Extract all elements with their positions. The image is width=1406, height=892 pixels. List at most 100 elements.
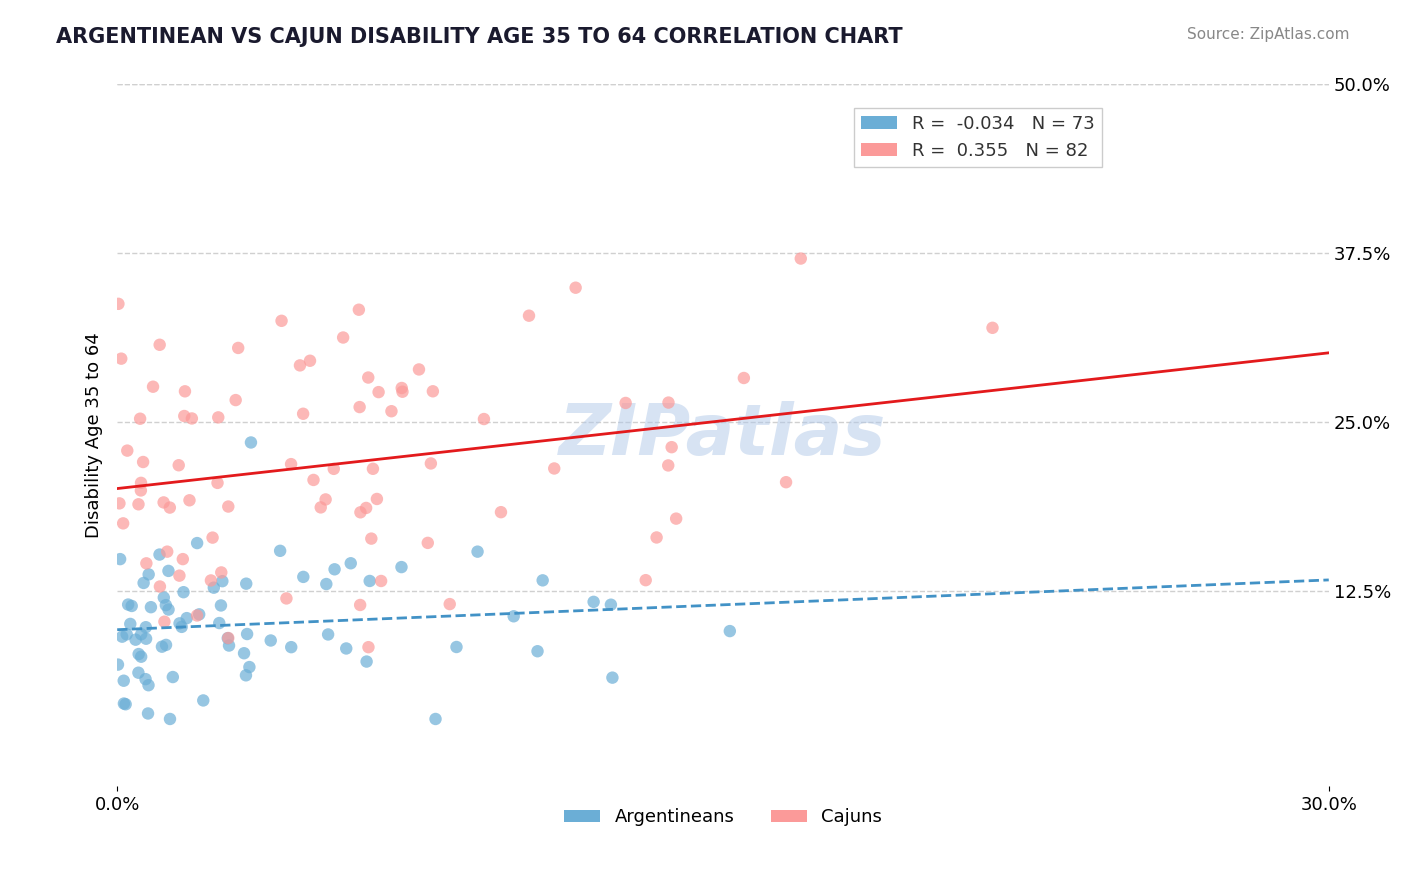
Cajuns xyxy=(349,505,371,519)
Cajuns xyxy=(200,574,222,588)
Argentineans xyxy=(202,581,225,595)
Argentineans xyxy=(335,641,357,656)
Cajuns xyxy=(173,409,195,423)
Cajuns xyxy=(207,475,229,490)
Cajuns xyxy=(129,475,152,490)
Argentineans xyxy=(150,640,173,654)
Cajuns xyxy=(302,473,325,487)
Cajuns xyxy=(391,384,413,399)
Cajuns xyxy=(357,370,380,384)
Argentineans xyxy=(315,577,337,591)
Cajuns xyxy=(149,338,172,352)
Cajuns xyxy=(292,407,315,421)
Argentineans xyxy=(269,544,291,558)
Argentineans xyxy=(170,620,193,634)
Cajuns xyxy=(298,353,321,368)
Argentineans xyxy=(526,644,548,658)
Argentineans xyxy=(176,611,198,625)
Text: Source: ZipAtlas.com: Source: ZipAtlas.com xyxy=(1187,27,1350,42)
Cajuns xyxy=(280,457,302,471)
Cajuns xyxy=(201,531,224,545)
Argentineans xyxy=(120,616,142,631)
Cajuns xyxy=(174,384,197,399)
Argentineans xyxy=(602,671,624,685)
Cajuns xyxy=(117,443,139,458)
Argentineans xyxy=(211,574,233,589)
Argentineans xyxy=(155,598,177,612)
Argentineans xyxy=(169,616,191,631)
Argentineans xyxy=(316,627,339,641)
Argentineans xyxy=(111,630,134,644)
Cajuns xyxy=(634,573,657,587)
Argentineans xyxy=(599,598,621,612)
Cajuns xyxy=(276,591,298,606)
Cajuns xyxy=(657,458,679,473)
Argentineans xyxy=(129,627,152,641)
Cajuns xyxy=(349,598,371,612)
Cajuns xyxy=(129,411,152,425)
Argentineans xyxy=(138,567,160,582)
Cajuns xyxy=(217,500,239,514)
Argentineans xyxy=(582,595,605,609)
Cajuns xyxy=(416,536,439,550)
Argentineans xyxy=(260,633,283,648)
Cajuns xyxy=(288,359,311,373)
Argentineans xyxy=(117,598,139,612)
Cajuns xyxy=(132,455,155,469)
Argentineans xyxy=(356,655,378,669)
Argentineans xyxy=(425,712,447,726)
Cajuns xyxy=(112,516,135,531)
Argentineans xyxy=(139,600,162,615)
Argentineans xyxy=(159,712,181,726)
Cajuns xyxy=(472,412,495,426)
Cajuns xyxy=(156,544,179,558)
Argentineans xyxy=(238,660,260,674)
Cajuns xyxy=(315,492,337,507)
Cajuns xyxy=(207,410,229,425)
Argentineans xyxy=(217,631,239,645)
Argentineans xyxy=(138,678,160,692)
Cajuns xyxy=(614,396,637,410)
Cajuns xyxy=(790,252,813,266)
Cajuns xyxy=(489,505,512,519)
Cajuns xyxy=(361,462,384,476)
Argentineans xyxy=(114,698,136,712)
Argentineans xyxy=(112,673,135,688)
Cajuns xyxy=(129,483,152,498)
Cajuns xyxy=(107,297,129,311)
Cajuns xyxy=(135,557,157,571)
Argentineans xyxy=(135,620,157,634)
Cajuns xyxy=(357,640,380,655)
Argentineans xyxy=(209,599,232,613)
Argentineans xyxy=(157,602,180,616)
Cajuns xyxy=(366,491,388,506)
Cajuns xyxy=(159,500,181,515)
Argentineans xyxy=(173,585,195,599)
Cajuns xyxy=(347,302,370,317)
Argentineans xyxy=(208,615,231,630)
Argentineans xyxy=(127,665,149,680)
Argentineans xyxy=(121,599,143,613)
Argentineans xyxy=(135,632,157,646)
Argentineans xyxy=(323,562,346,576)
Argentineans xyxy=(233,646,256,660)
Cajuns xyxy=(110,351,132,366)
Text: ARGENTINEAN VS CAJUN DISABILITY AGE 35 TO 64 CORRELATION CHART: ARGENTINEAN VS CAJUN DISABILITY AGE 35 T… xyxy=(56,27,903,46)
Argentineans xyxy=(135,672,157,686)
Cajuns xyxy=(149,580,172,594)
Cajuns xyxy=(167,458,190,473)
Cajuns xyxy=(152,495,174,509)
Cajuns xyxy=(657,395,679,409)
Cajuns xyxy=(153,615,176,629)
Argentineans xyxy=(124,632,146,647)
Cajuns xyxy=(543,461,565,475)
Cajuns xyxy=(360,532,382,546)
Argentineans xyxy=(108,552,131,566)
Cajuns xyxy=(391,381,413,395)
Cajuns xyxy=(332,330,354,344)
Argentineans xyxy=(292,570,315,584)
Argentineans xyxy=(359,574,381,588)
Argentineans xyxy=(718,624,741,638)
Cajuns xyxy=(367,385,389,400)
Argentineans xyxy=(153,591,176,605)
